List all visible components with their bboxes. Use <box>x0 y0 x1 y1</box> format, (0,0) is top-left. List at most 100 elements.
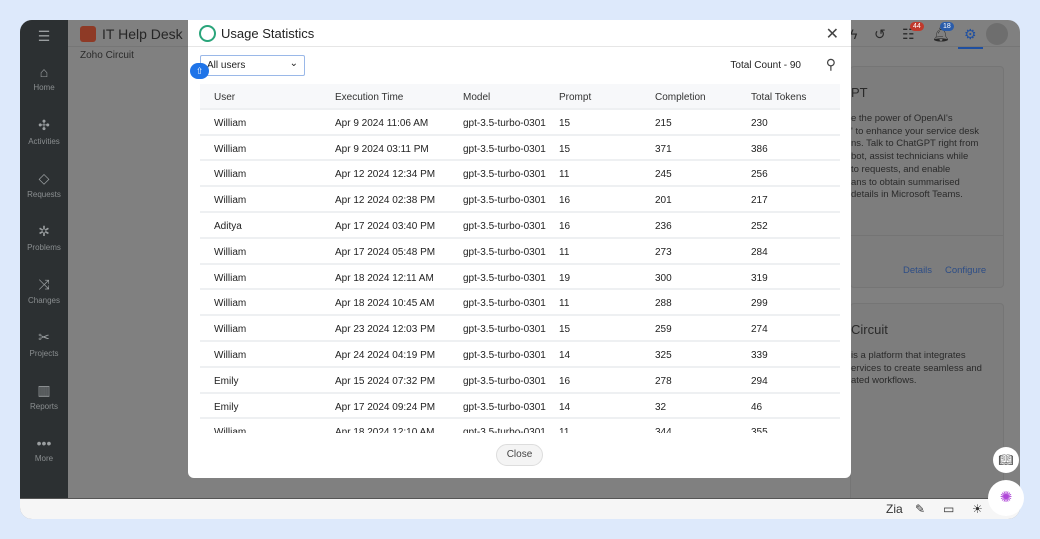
column-header[interactable]: Completion <box>655 92 706 103</box>
usage-table[interactable]: User Execution Time Model Prompt Completion T… <box>200 84 840 433</box>
table-cell: 259 <box>655 324 672 336</box>
table-cell: Emily <box>214 401 239 413</box>
table-row[interactable]: William Apr 9 2024 03:11 PM gpt-3.5-turbo-… <box>200 136 840 162</box>
table-cell: 288 <box>655 298 672 310</box>
table-row[interactable]: William Apr 18 2024 10:45 AM gpt-3.5-turbo… <box>200 290 840 317</box>
sidebar-item-problems[interactable]: ✲ Problems <box>20 223 68 252</box>
chat-icon[interactable]: ▭ <box>943 502 955 516</box>
table-cell: 273 <box>655 246 672 258</box>
zia-icon[interactable]: Zia <box>886 502 903 516</box>
table-row[interactable]: Aditya Apr 17 2024 03:40 PM gpt-3.5-turbo-… <box>200 213 840 239</box>
sidebar-item-requests[interactable]: ◇ Requests <box>20 170 68 199</box>
column-header[interactable]: Prompt <box>559 92 592 103</box>
column-header[interactable]: Total Tokens <box>751 92 807 103</box>
table-cell: 256 <box>751 169 768 181</box>
column-header[interactable]: User <box>214 92 236 103</box>
table-cell: 236 <box>655 220 672 232</box>
breadcrumb: Zoho Circuit <box>80 50 134 61</box>
table-row[interactable]: William Apr 12 2024 12:34 PM gpt-3.5-turbo… <box>200 161 840 188</box>
notifications-icon[interactable]: 🔔︎ 18 <box>932 22 954 43</box>
sidebar-item-activities[interactable]: ✣ Activities <box>20 117 68 146</box>
table-cell: 11 <box>559 427 570 433</box>
table-cell: gpt-3.5-turbo-0301 <box>463 272 546 284</box>
menu-icon[interactable]: ☰ <box>37 28 51 44</box>
requests-icon: ◇ <box>38 170 50 186</box>
sidebar-item-changes[interactable]: ⤨ Changes <box>20 276 68 305</box>
table-cell: gpt-3.5-turbo-0301 <box>463 246 546 258</box>
zoho-circuit-card: Circuit is a platform that integrates erv… <box>850 303 1004 503</box>
chevron-down-icon: ⌄ <box>289 58 298 69</box>
table-cell: 19 <box>559 272 571 284</box>
sidebar-item-label: Projects <box>29 349 59 358</box>
table-cell: 299 <box>751 298 768 310</box>
table-cell: William <box>214 117 247 129</box>
table-cell: William <box>214 195 247 207</box>
sidebar-item-label: Changes <box>27 296 61 305</box>
table-row[interactable]: Emily Apr 17 2024 09:24 PM gpt-3.5-turbo-0… <box>200 394 840 420</box>
openai-icon <box>199 25 216 42</box>
tasks-badge: 44 <box>910 22 924 31</box>
table-row[interactable]: Emily Apr 15 2024 07:32 PM gpt-3.5-turbo-0… <box>200 368 840 394</box>
table-cell: 278 <box>655 375 672 387</box>
ai-brain-icon[interactable]: ✺ <box>988 480 1024 516</box>
table-cell: 230 <box>751 117 768 129</box>
card-description-line: ervices to create seamless and <box>851 362 982 374</box>
sidebar-item-projects[interactable]: ✂ Projects <box>20 329 68 358</box>
table-cell: Apr 23 2024 12:03 PM <box>335 324 436 336</box>
usage-statistics-dialog: Usage Statistics ✕ All users ⌄ ⇧ Total Co… <box>188 20 851 478</box>
table-row[interactable]: William Apr 12 2024 02:38 PM gpt-3.5-turbo… <box>200 187 840 213</box>
close-icon[interactable]: ✕ <box>825 26 839 43</box>
table-cell: 217 <box>751 195 768 207</box>
table-cell: 339 <box>751 349 768 361</box>
table-cell: 15 <box>559 117 571 129</box>
table-cell: Apr 17 2024 09:24 PM <box>335 401 436 413</box>
history-icon[interactable]: ⚲ <box>825 56 836 72</box>
table-cell: 344 <box>655 427 672 433</box>
more-icon: ••• <box>36 435 52 451</box>
table-row[interactable]: William Apr 18 2024 12:11 AM gpt-3.5-turbo… <box>200 265 840 291</box>
user-filter-select[interactable]: All users ⌄ <box>200 55 305 76</box>
table-cell: 11 <box>559 169 570 181</box>
table-header: User Execution Time Model Prompt Completion T… <box>200 84 840 110</box>
table-cell: William <box>214 246 247 258</box>
table-cell: 32 <box>655 401 667 413</box>
table-cell: 11 <box>559 298 570 310</box>
details-link[interactable]: Details <box>903 265 933 276</box>
sidebar-item-home[interactable]: ⌂ Home <box>20 64 68 92</box>
pin-icon[interactable]: ⇧ <box>190 63 209 79</box>
table-cell: 201 <box>655 195 672 207</box>
table-row[interactable]: William Apr 23 2024 12:03 PM gpt-3.5-turbo… <box>200 316 840 342</box>
configure-link[interactable]: Configure <box>945 265 987 276</box>
avatar[interactable] <box>986 23 1008 45</box>
sidebar-item-reports[interactable]: ▥ Reports <box>20 382 68 411</box>
table-row[interactable]: William Apr 18 2024 12:10 AM gpt-3.5-turbo… <box>200 419 840 433</box>
history-icon[interactable]: ↺ <box>874 26 886 42</box>
table-cell: Apr 15 2024 07:32 PM <box>335 375 436 387</box>
settings-icon[interactable]: ⚙ <box>958 26 983 49</box>
table-cell: Apr 18 2024 12:11 AM <box>335 272 434 284</box>
close-button[interactable]: Close <box>496 444 543 466</box>
table-cell: 14 <box>559 349 571 361</box>
table-cell: Apr 17 2024 05:48 PM <box>335 246 436 258</box>
sidebar-item-label: Problems <box>27 243 61 252</box>
tasks-icon[interactable]: ☷ 44 <box>902 22 924 43</box>
table-cell: gpt-3.5-turbo-0301 <box>463 220 546 232</box>
notes-icon[interactable]: ✎ <box>915 502 926 516</box>
sidebar-item-more[interactable]: ••• More <box>20 435 68 463</box>
table-cell: William <box>214 427 247 433</box>
bulb-icon[interactable]: ☀ <box>972 502 983 516</box>
quick-actions-icon[interactable]: ϟ <box>850 26 858 42</box>
card-description-line: details in Microsoft Teams. <box>851 189 963 201</box>
table-row[interactable]: William Apr 9 2024 11:06 AM gpt-3.5-turbo-… <box>200 110 840 136</box>
activities-icon: ✣ <box>38 117 50 133</box>
table-cell: William <box>214 349 247 361</box>
table-row[interactable]: William Apr 24 2024 04:19 PM gpt-3.5-turbo… <box>200 342 840 368</box>
table-row[interactable]: William Apr 17 2024 05:48 PM gpt-3.5-turbo… <box>200 239 840 265</box>
guide-book-icon[interactable]: 📖︎ <box>993 447 1019 473</box>
column-header[interactable]: Execution Time <box>335 92 404 103</box>
table-cell: 300 <box>655 272 672 284</box>
table-cell: Aditya <box>214 220 242 232</box>
column-header[interactable]: Model <box>463 92 491 103</box>
card-description-line: e the power of OpenAI's <box>851 113 953 124</box>
table-cell: William <box>214 324 247 336</box>
